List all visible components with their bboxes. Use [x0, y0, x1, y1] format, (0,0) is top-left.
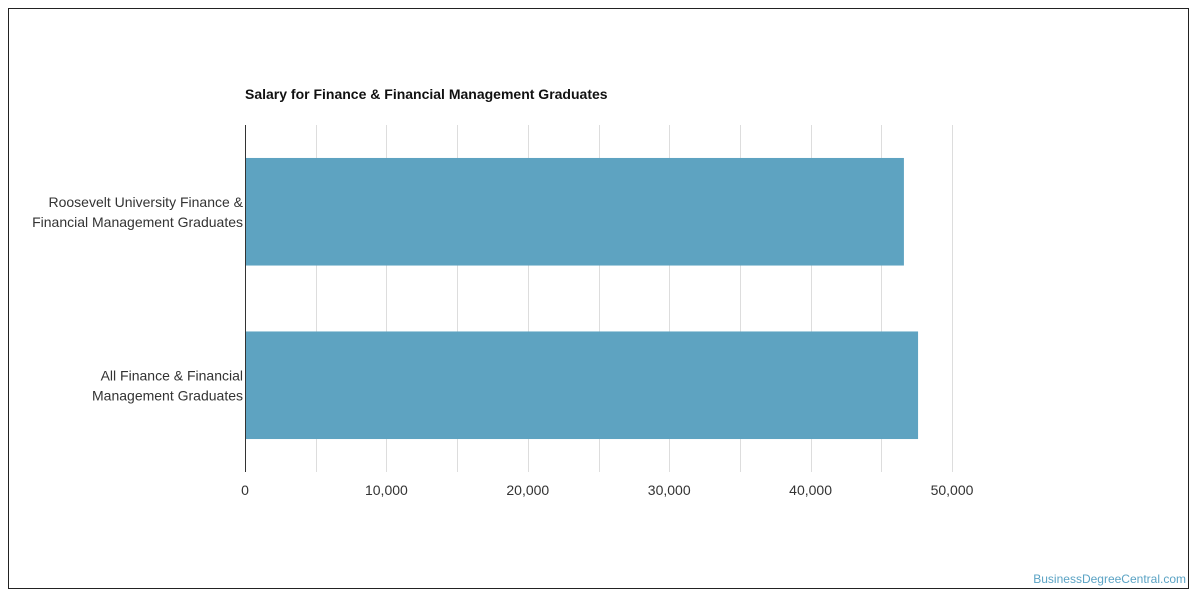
x-tick-label: 0 [241, 482, 249, 498]
category-label: Roosevelt University Finance & Financial … [32, 194, 244, 230]
bars [245, 157, 919, 440]
x-tick-label: 50,000 [931, 482, 974, 498]
bar[interactable] [245, 157, 904, 266]
x-tick-label: 30,000 [648, 482, 691, 498]
source-credit[interactable]: BusinessDegreeCentral.com [1033, 572, 1186, 586]
x-tick-labels: 0 10,000 20,000 30,000 40,000 50,000 [241, 482, 974, 498]
x-tick-label: 20,000 [506, 482, 549, 498]
chart-title: Salary for Finance & Financial Managemen… [245, 86, 608, 102]
bar[interactable] [245, 331, 919, 440]
x-tick-label: 10,000 [365, 482, 408, 498]
category-labels: Roosevelt University Finance & Financial … [32, 194, 244, 404]
chart-frame [8, 8, 1189, 589]
category-label: All Finance & Financial Management Gradua… [92, 367, 243, 403]
x-tick-label: 40,000 [789, 482, 832, 498]
